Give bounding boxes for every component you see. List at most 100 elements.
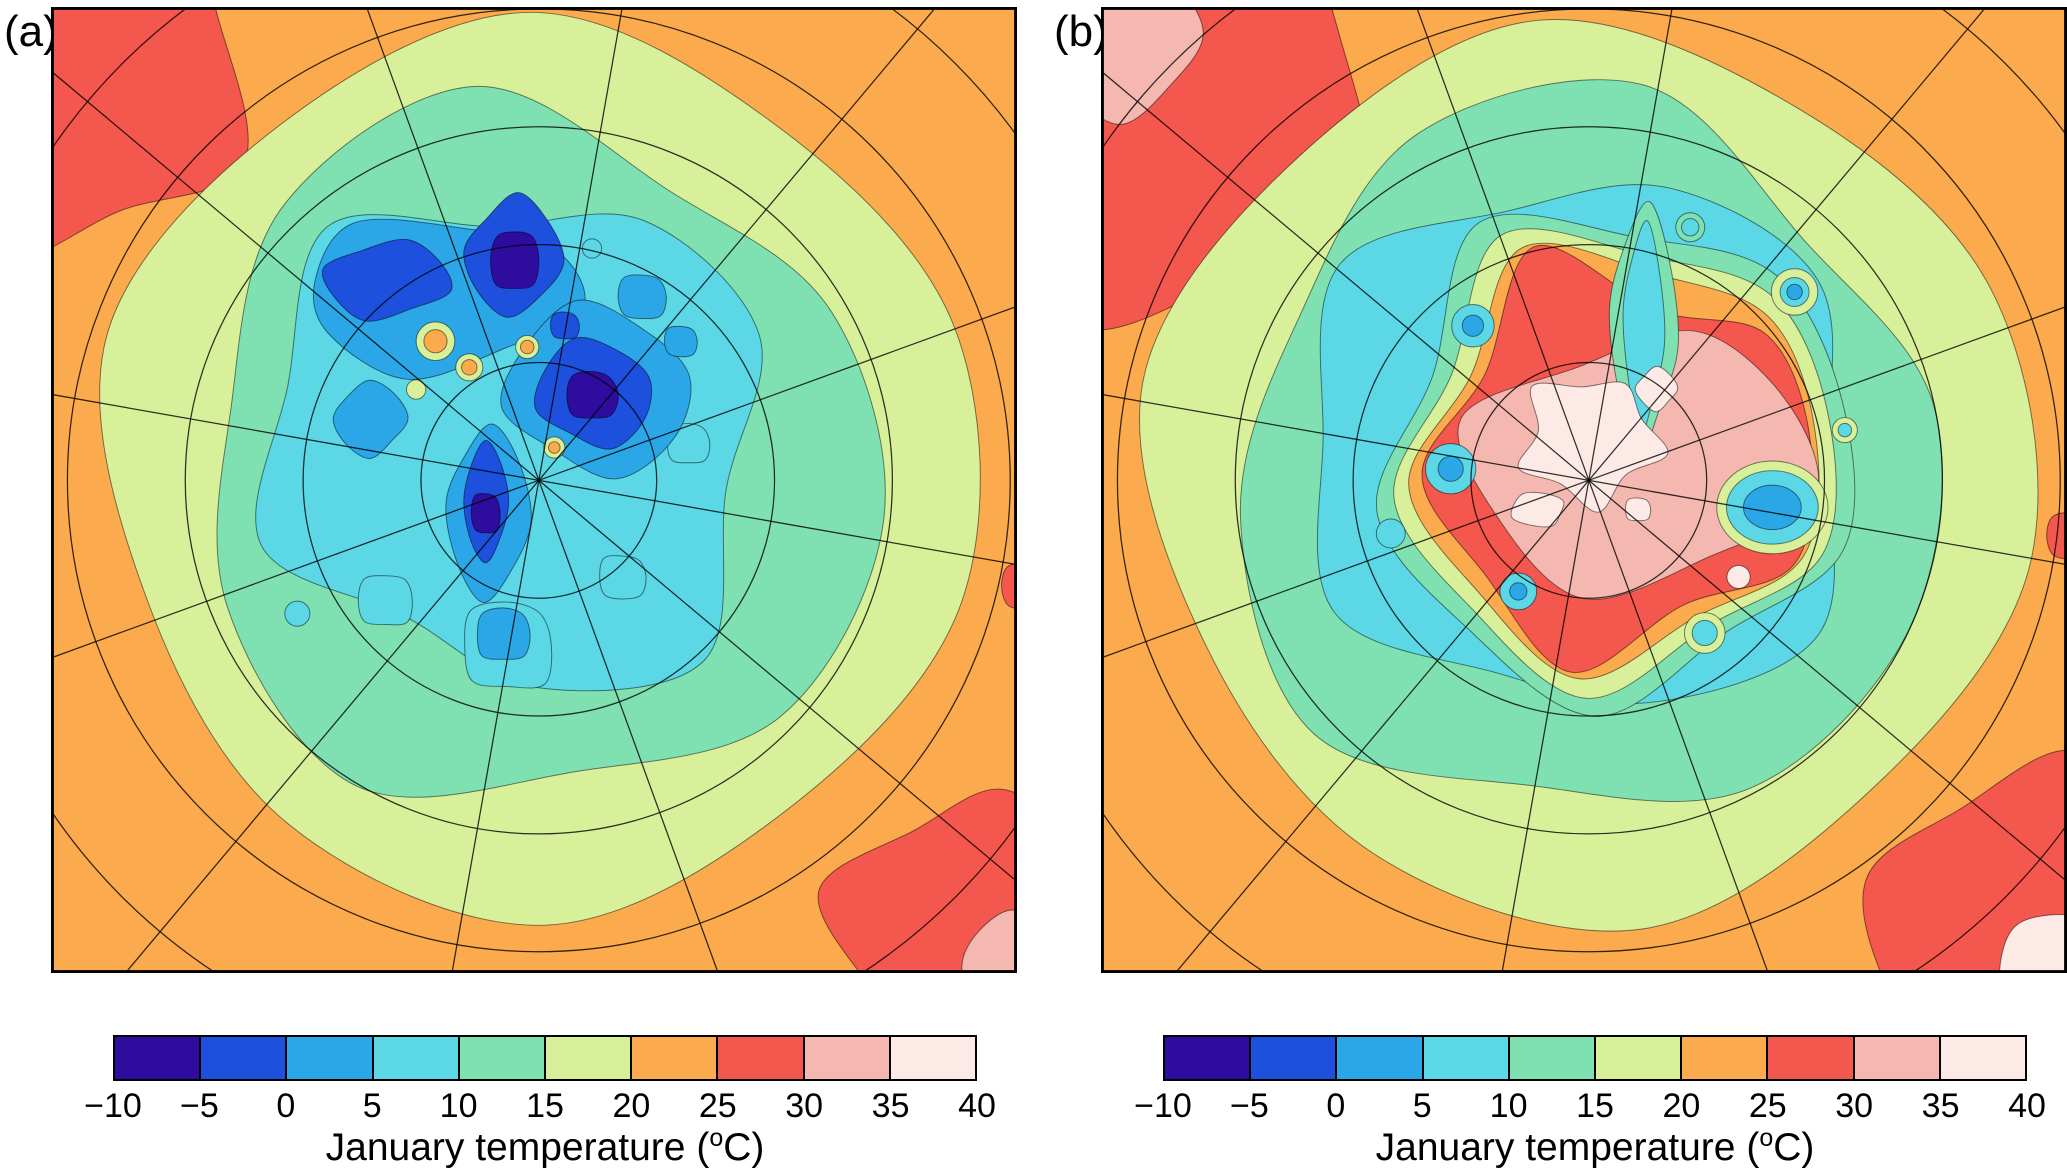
colorbar-tick-label: −10 bbox=[1134, 1087, 1192, 1125]
contour-spot bbox=[1786, 283, 1803, 301]
colorbar-tick-label: 40 bbox=[958, 1087, 996, 1125]
graticule-meridian bbox=[1101, 70, 1590, 481]
colorbar-ticks-a: −10 −5 0 5 10 15 20 25 30 35 40 bbox=[84, 1087, 996, 1127]
colorbar-segment-5to10 bbox=[1423, 1037, 1510, 1079]
graticule-meridian bbox=[1101, 479, 1590, 659]
contour-region bbox=[599, 555, 647, 600]
contour-region bbox=[1517, 381, 1669, 513]
caption-unit: C) bbox=[1773, 1126, 1815, 1169]
contour-spot bbox=[1837, 422, 1853, 438]
contour-region bbox=[1862, 749, 2067, 973]
colorbar-caption-a: January temperature (oC) bbox=[113, 1124, 977, 1169]
colorbar-segment-30to35 bbox=[804, 1037, 891, 1079]
graticule-meridian bbox=[1588, 7, 1673, 481]
graticule-circle bbox=[184, 126, 894, 835]
colorbar-tick-label: 25 bbox=[698, 1087, 737, 1125]
colorbar-b bbox=[1163, 1035, 2027, 1081]
contour-spot bbox=[581, 238, 603, 259]
graticule-circle bbox=[1470, 361, 1708, 599]
colorbar-segment-20to25 bbox=[1682, 1037, 1769, 1079]
contour-region bbox=[1101, 7, 1204, 125]
colorbar-segment-35to40 bbox=[890, 1037, 976, 1079]
colorbar-tick-label: 5 bbox=[1412, 1087, 1432, 1125]
graticule-meridian bbox=[451, 480, 540, 973]
contour-region bbox=[663, 325, 698, 358]
contour-region bbox=[332, 379, 409, 459]
colorbar-tick-label: 15 bbox=[1576, 1087, 1614, 1125]
panel-b-label: (b) bbox=[1054, 7, 1108, 56]
colorbar-segment-10to15 bbox=[459, 1037, 547, 1079]
graticule-meridian bbox=[538, 479, 1017, 566]
colorbar-tick-label: 30 bbox=[785, 1087, 824, 1125]
contour-region bbox=[817, 788, 1017, 973]
colorbar-segment-0to5 bbox=[287, 1037, 374, 1079]
contour-spot bbox=[461, 359, 478, 376]
colorbar-tick-label: 40 bbox=[2008, 1087, 2046, 1125]
caption-degree: o bbox=[1759, 1124, 1774, 1152]
contour-region bbox=[617, 274, 667, 320]
colorbar-tick-label: 20 bbox=[612, 1087, 651, 1125]
colorbar-tick-label: −5 bbox=[180, 1087, 219, 1125]
colorbar-segment-35to40 bbox=[1940, 1037, 2026, 1079]
colorbar-caption-b: January temperature (oC) bbox=[1163, 1124, 2027, 1169]
contour-spot bbox=[1691, 619, 1718, 647]
graticule-meridian bbox=[51, 393, 539, 481]
contour-region bbox=[1625, 497, 1652, 522]
contour-spot bbox=[1461, 314, 1485, 337]
caption-text: January temperature ( bbox=[1375, 1126, 1760, 1169]
graticule-meridian bbox=[1415, 7, 1590, 481]
panel-a-label: (a) bbox=[4, 7, 58, 56]
contour-region bbox=[490, 231, 540, 289]
contour-spot bbox=[1743, 484, 1802, 531]
caption-unit: C) bbox=[723, 1126, 765, 1169]
graticule-circle bbox=[1352, 244, 1826, 717]
graticule-meridian bbox=[538, 480, 719, 973]
colorbar-tick-label: 15 bbox=[526, 1087, 564, 1125]
contour-region bbox=[549, 311, 580, 340]
contour-spot bbox=[548, 441, 561, 454]
contour-region bbox=[357, 575, 413, 626]
contour-region bbox=[321, 238, 453, 322]
colorbar-segment-25to30 bbox=[718, 1037, 805, 1079]
graticule-meridian bbox=[1588, 479, 2067, 883]
contour-region bbox=[476, 607, 531, 660]
contour-spot bbox=[423, 329, 448, 354]
graticule-meridian bbox=[51, 479, 540, 659]
colorbar-tick-label: 20 bbox=[1662, 1087, 1701, 1125]
colorbar-tick-label: 5 bbox=[362, 1087, 382, 1125]
map-a bbox=[51, 7, 1017, 973]
contour-region bbox=[961, 909, 1017, 973]
colorbar-tick-label: −5 bbox=[1230, 1087, 1269, 1125]
contour-region bbox=[1001, 562, 1017, 610]
contour-region bbox=[51, 7, 249, 249]
colorbar-segment-0to5 bbox=[1337, 1037, 1424, 1079]
graticule-circle bbox=[420, 361, 658, 599]
colorbar-segment-5to10 bbox=[373, 1037, 460, 1079]
map-frame bbox=[51, 7, 1017, 973]
colorbar-segment-10to15 bbox=[1509, 1037, 1597, 1079]
graticule-circle bbox=[1234, 126, 1944, 835]
graticule-meridian bbox=[538, 305, 1017, 481]
colorbar-segment-20to25 bbox=[632, 1037, 719, 1079]
graticule-meridian bbox=[1174, 479, 1590, 973]
contour-region bbox=[1999, 914, 2067, 973]
graticule-meridian bbox=[1588, 305, 2067, 481]
graticule-meridian bbox=[1588, 7, 1987, 481]
colorbar-segment-−10to−5 bbox=[1165, 1037, 1252, 1079]
colorbar-tick-label: 35 bbox=[871, 1087, 910, 1125]
contour-spot bbox=[1681, 218, 1700, 237]
colorbar-segment-15to20 bbox=[1596, 1037, 1683, 1079]
graticule-meridian bbox=[1501, 480, 1590, 973]
graticule-meridian bbox=[538, 7, 623, 481]
colorbar-segment-30to35 bbox=[1854, 1037, 1941, 1079]
contour-spot bbox=[1437, 455, 1464, 482]
colorbar-segment-−5to0 bbox=[1251, 1037, 1338, 1079]
colorbar-segment-−5to0 bbox=[201, 1037, 288, 1079]
contour-region bbox=[470, 493, 501, 534]
contour-region bbox=[1510, 491, 1565, 528]
contour-spot bbox=[1375, 518, 1406, 549]
contour-spot bbox=[1726, 564, 1751, 590]
caption-degree: o bbox=[709, 1124, 724, 1152]
graticule-meridian bbox=[538, 479, 1017, 883]
